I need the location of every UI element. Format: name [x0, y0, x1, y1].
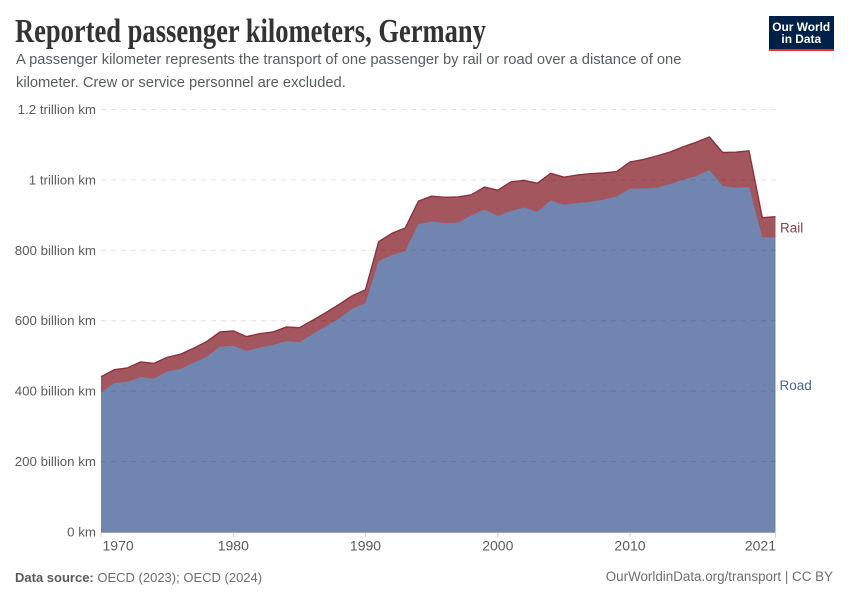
svg-text:200 billion km: 200 billion km [15, 454, 96, 469]
svg-text:400 billion km: 400 billion km [15, 384, 96, 399]
svg-text:1.2 trillion km: 1.2 trillion km [18, 102, 96, 117]
svg-text:Rail: Rail [780, 220, 803, 235]
svg-text:1 trillion km: 1 trillion km [29, 172, 96, 187]
svg-text:2000: 2000 [482, 538, 513, 554]
svg-text:2010: 2010 [614, 538, 645, 554]
svg-text:800 billion km: 800 billion km [15, 243, 96, 258]
svg-text:1970: 1970 [103, 538, 134, 554]
svg-text:0 km: 0 km [67, 524, 96, 539]
svg-text:Road: Road [780, 378, 812, 393]
svg-text:1980: 1980 [218, 538, 249, 554]
svg-text:1990: 1990 [350, 538, 381, 554]
svg-text:2021: 2021 [745, 538, 776, 554]
svg-text:600 billion km: 600 billion km [15, 313, 96, 328]
